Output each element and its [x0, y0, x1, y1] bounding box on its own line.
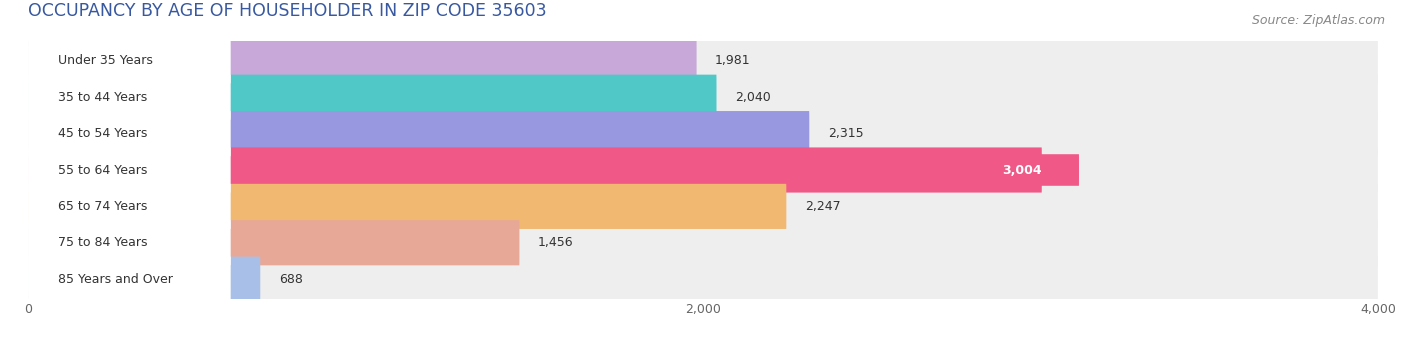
FancyBboxPatch shape — [28, 184, 1378, 229]
FancyBboxPatch shape — [28, 220, 231, 265]
FancyBboxPatch shape — [965, 154, 1078, 186]
FancyBboxPatch shape — [28, 111, 810, 156]
FancyBboxPatch shape — [28, 75, 717, 120]
FancyBboxPatch shape — [28, 220, 1378, 265]
Text: 85 Years and Over: 85 Years and Over — [59, 273, 173, 286]
Text: OCCUPANCY BY AGE OF HOUSEHOLDER IN ZIP CODE 35603: OCCUPANCY BY AGE OF HOUSEHOLDER IN ZIP C… — [28, 2, 547, 20]
Text: 2,040: 2,040 — [735, 91, 770, 104]
Text: Source: ZipAtlas.com: Source: ZipAtlas.com — [1251, 14, 1385, 27]
FancyBboxPatch shape — [28, 111, 1378, 156]
FancyBboxPatch shape — [28, 148, 1042, 192]
FancyBboxPatch shape — [28, 75, 1378, 120]
Text: 65 to 74 Years: 65 to 74 Years — [59, 200, 148, 213]
FancyBboxPatch shape — [28, 38, 1378, 83]
Text: 75 to 84 Years: 75 to 84 Years — [59, 236, 148, 249]
FancyBboxPatch shape — [28, 75, 231, 120]
Text: 55 to 64 Years: 55 to 64 Years — [59, 164, 148, 176]
FancyBboxPatch shape — [28, 184, 786, 229]
FancyBboxPatch shape — [28, 257, 1378, 302]
FancyBboxPatch shape — [28, 220, 519, 265]
FancyBboxPatch shape — [28, 38, 231, 83]
Text: 1,456: 1,456 — [538, 236, 574, 249]
Text: 35 to 44 Years: 35 to 44 Years — [59, 91, 148, 104]
Text: 688: 688 — [278, 273, 302, 286]
Text: 3,004: 3,004 — [1001, 164, 1042, 176]
FancyBboxPatch shape — [28, 148, 231, 192]
Text: 1,981: 1,981 — [716, 54, 751, 67]
FancyBboxPatch shape — [28, 184, 231, 229]
Text: Under 35 Years: Under 35 Years — [59, 54, 153, 67]
FancyBboxPatch shape — [28, 148, 1378, 192]
FancyBboxPatch shape — [28, 257, 231, 302]
FancyBboxPatch shape — [28, 257, 260, 302]
FancyBboxPatch shape — [28, 38, 696, 83]
Text: 2,247: 2,247 — [804, 200, 841, 213]
FancyBboxPatch shape — [28, 111, 231, 156]
Text: 45 to 54 Years: 45 to 54 Years — [59, 127, 148, 140]
Text: 2,315: 2,315 — [828, 127, 863, 140]
